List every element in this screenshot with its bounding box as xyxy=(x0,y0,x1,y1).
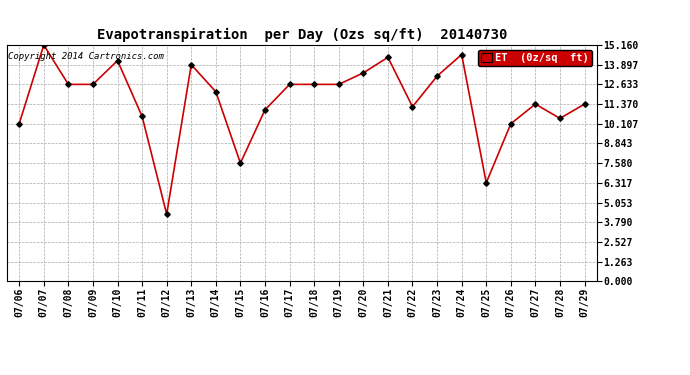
Text: Copyright 2014 Cartronics.com: Copyright 2014 Cartronics.com xyxy=(8,52,164,61)
Legend: ET  (0z/sq  ft): ET (0z/sq ft) xyxy=(478,50,591,66)
Title: Evapotranspiration  per Day (Ozs sq/ft)  20140730: Evapotranspiration per Day (Ozs sq/ft) 2… xyxy=(97,28,507,42)
